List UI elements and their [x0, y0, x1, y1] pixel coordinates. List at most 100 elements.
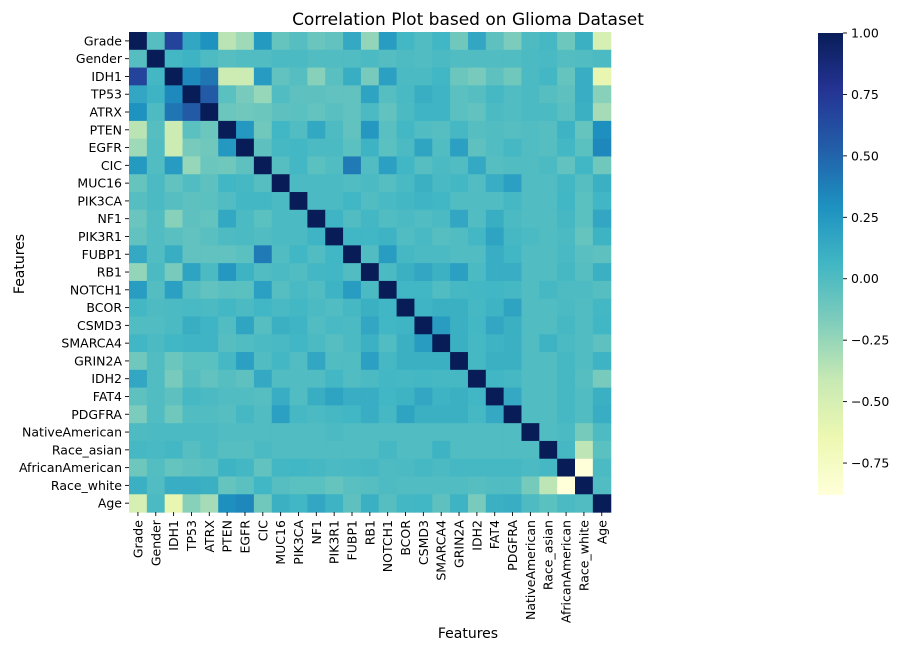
- heatmap-cell: [307, 192, 326, 211]
- heatmap-cell: [218, 227, 237, 246]
- heatmap-cell: [378, 85, 398, 104]
- heatmap-cell: [432, 298, 451, 318]
- heatmap-cell: [164, 174, 184, 193]
- heatmap-cell: [432, 316, 451, 335]
- heatmap-cell: [432, 67, 451, 86]
- heatmap-cell: [503, 334, 523, 353]
- heatmap-cell: [432, 49, 451, 69]
- heatmap-cell: [271, 138, 291, 158]
- heatmap-cell: [396, 49, 416, 69]
- heatmap-cell: [485, 156, 505, 175]
- heatmap-cell: [485, 174, 505, 193]
- heatmap-cell: [360, 298, 380, 318]
- heatmap-cell: [343, 440, 362, 460]
- heatmap-cell: [253, 423, 273, 442]
- heatmap-cell: [129, 32, 148, 51]
- heatmap-cell: [129, 209, 148, 229]
- heatmap-cell: [307, 103, 326, 122]
- heatmap-cell: [307, 49, 326, 69]
- heatmap-cell: [253, 245, 273, 264]
- heatmap-cell: [378, 423, 398, 442]
- heatmap-cell: [253, 316, 273, 335]
- heatmap-cell: [164, 352, 184, 371]
- heatmap-cell: [539, 440, 558, 460]
- heatmap-cell: [521, 103, 540, 122]
- heatmap-cell: [378, 458, 398, 478]
- heatmap-cell: [307, 120, 326, 140]
- heatmap-cell: [503, 458, 523, 478]
- heatmap-cell: [307, 263, 326, 282]
- heatmap-cell: [271, 174, 291, 193]
- heatmap-cell: [539, 245, 558, 264]
- heatmap-cell: [253, 405, 273, 424]
- heatmap-cell: [271, 298, 291, 318]
- heatmap-cell: [503, 67, 523, 86]
- heatmap-cell: [325, 156, 344, 175]
- x-tick-label: Grade: [130, 520, 145, 558]
- heatmap-cell: [200, 120, 219, 140]
- heatmap-cell: [164, 387, 184, 406]
- heatmap-cell: [450, 476, 469, 495]
- heatmap-cell: [592, 85, 612, 104]
- heatmap-cell: [414, 280, 433, 300]
- heatmap-cell: [485, 32, 505, 51]
- heatmap-cell: [450, 334, 469, 353]
- heatmap-cell: [343, 227, 362, 246]
- heatmap-cell: [575, 85, 594, 104]
- heatmap-cell: [343, 85, 362, 104]
- heatmap-cell: [253, 49, 273, 69]
- heatmap-cell: [307, 458, 326, 478]
- heatmap-cell: [575, 209, 594, 229]
- heatmap-cell: [592, 67, 612, 86]
- heatmap-cell: [539, 85, 558, 104]
- heatmap-cell: [521, 352, 540, 371]
- y-tick-label: PIK3CA: [77, 193, 122, 208]
- heatmap-cell: [218, 32, 237, 51]
- heatmap-cell: [503, 476, 523, 495]
- heatmap-cell: [432, 494, 451, 513]
- heatmap-cell: [378, 316, 398, 335]
- heatmap-cell: [343, 156, 362, 175]
- colorbar-tick-label: −0.75: [851, 456, 889, 471]
- heatmap-cell: [485, 352, 505, 371]
- heatmap-cell: [432, 138, 451, 158]
- heatmap-cell: [129, 280, 148, 300]
- heatmap-cell: [557, 174, 576, 193]
- heatmap-cell: [307, 352, 326, 371]
- colorbar-tick-label: 0.75: [851, 87, 879, 102]
- heatmap-cell: [325, 245, 344, 264]
- y-tick-label: TP53: [90, 87, 122, 102]
- heatmap-cell: [485, 49, 505, 69]
- heatmap-cell: [307, 316, 326, 335]
- heatmap-cell: [146, 298, 166, 318]
- heatmap-cell: [289, 458, 308, 478]
- heatmap-cell: [271, 49, 291, 69]
- heatmap-cell: [182, 245, 201, 264]
- heatmap-cell: [503, 369, 523, 389]
- heatmap-cell: [146, 263, 166, 282]
- heatmap-cell: [271, 423, 291, 442]
- heatmap-cell: [450, 387, 469, 406]
- heatmap-cell: [236, 423, 255, 442]
- heatmap-cell: [360, 263, 380, 282]
- heatmap-cell: [218, 458, 237, 478]
- heatmap-cell: [557, 209, 576, 229]
- heatmap-cell: [485, 405, 505, 424]
- x-tick-label: Gender: [148, 519, 163, 566]
- x-tick-label: SMARCA4: [434, 520, 449, 581]
- x-tick-label: ATRX: [202, 520, 217, 553]
- heatmap-cell: [360, 405, 380, 424]
- heatmap-cell: [236, 280, 255, 300]
- heatmap-cell: [236, 67, 255, 86]
- heatmap-cell: [575, 423, 594, 442]
- heatmap-cell: [146, 405, 166, 424]
- heatmap-cell: [182, 334, 201, 353]
- heatmap-cell: [289, 298, 308, 318]
- heatmap-cell: [200, 174, 219, 193]
- heatmap-cell: [414, 263, 433, 282]
- heatmap-cell: [271, 263, 291, 282]
- heatmap-cell: [503, 192, 523, 211]
- heatmap-cell: [557, 476, 576, 495]
- heatmap-cell: [467, 352, 487, 371]
